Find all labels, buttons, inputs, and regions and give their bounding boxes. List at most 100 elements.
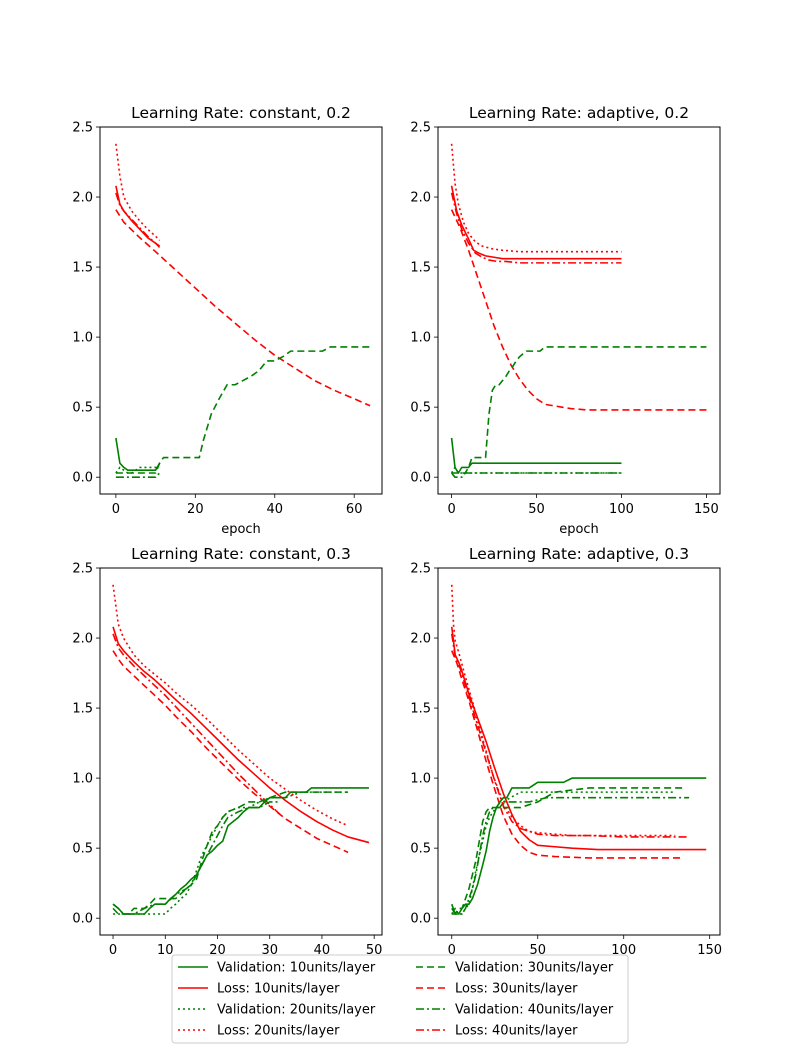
plot-frame: [99, 567, 383, 936]
x-tick-label: 100: [609, 502, 634, 517]
loss-line-40units: [450, 633, 690, 838]
x-tick-label: 50: [366, 943, 383, 958]
x-tick-label: 0: [447, 502, 455, 517]
x-tick-label: 0: [109, 943, 117, 958]
loss-line-10units: [112, 626, 370, 844]
loss-line-10units: [115, 185, 161, 249]
x-tick-label: 150: [697, 943, 722, 958]
y-tick-label: 1.0: [72, 772, 93, 787]
x-tick-label: 150: [694, 502, 719, 517]
series-group: [115, 143, 371, 478]
y-tick-label: 1.5: [410, 702, 431, 717]
y-tick-label: 2.5: [410, 562, 431, 577]
y-tick-label: 2.0: [410, 191, 431, 206]
y-tick-label: 1.5: [72, 702, 93, 717]
x-tick-label: 50: [528, 502, 545, 517]
plot-frame: [437, 567, 721, 936]
validation-line-10units: [115, 437, 161, 471]
validation-line-40units: [450, 472, 622, 478]
y-tick-label: 2.0: [410, 632, 431, 647]
chart-panel-4: Learning Rate: adaptive, 0.3 0.0 0.5 1.0 1.5…: [410, 545, 722, 958]
y-tick-label: 0.0: [410, 471, 431, 486]
loss-line-10units: [450, 626, 707, 851]
legend: Validation: 10units/layer Loss: 10units/l…: [171, 954, 629, 1044]
legend-label: Validation: 40units/layer: [455, 1003, 614, 1018]
y-tick-label: 2.5: [72, 562, 93, 577]
x-axis-label: epoch: [559, 522, 599, 537]
x-tick-label: 30: [261, 943, 278, 958]
y-tick-label: 1.5: [72, 261, 93, 276]
y-tick-label: 0.5: [72, 842, 93, 857]
x-tick-label: 10: [157, 943, 174, 958]
legend-box: [171, 954, 629, 1044]
chart-title: Learning Rate: adaptive, 0.2: [469, 104, 689, 122]
series-group: [450, 143, 710, 478]
loss-line-20units: [450, 584, 676, 837]
chart-title: Learning Rate: constant, 0.2: [131, 104, 351, 122]
y-tick-label: 0.5: [410, 401, 431, 416]
validation-line-10units: [451, 777, 707, 915]
loss-line-30units: [451, 650, 684, 859]
y-tick-label: 0.0: [72, 471, 93, 486]
y-tick-label: 2.0: [72, 191, 93, 206]
x-tick-label: 20: [187, 502, 204, 517]
validation-line-40units: [451, 796, 690, 915]
chart-panel-1: Learning Rate: constant, 0.2 0.0 0.5 1.0 1.5…: [72, 104, 383, 537]
series-group: [450, 584, 707, 915]
y-tick-label: 1.0: [72, 331, 93, 346]
legend-label: Loss: 30units/layer: [455, 982, 578, 997]
chart-title: Learning Rate: adaptive, 0.3: [469, 545, 689, 563]
x-tick-label: 40: [266, 502, 283, 517]
loss-line-40units: [450, 192, 622, 264]
legend-label: Validation: 20units/layer: [217, 1003, 376, 1018]
validation-line-30units: [115, 346, 371, 474]
y-tick-label: 0.5: [410, 842, 431, 857]
x-tick-label: 50: [529, 943, 546, 958]
legend-label: Loss: 40units/layer: [455, 1024, 578, 1039]
legend-label: Validation: 30units/layer: [455, 961, 614, 976]
loss-line-20units: [450, 143, 622, 253]
x-tick-label: 0: [112, 502, 120, 517]
validation-line-20units: [115, 466, 160, 474]
x-tick-label: 40: [314, 943, 331, 958]
y-tick-label: 1.0: [410, 331, 431, 346]
loss-line-10units: [450, 185, 622, 260]
plot-frame: [437, 126, 721, 495]
validation-line-30units: [451, 787, 684, 915]
y-tick-label: 1.5: [410, 261, 431, 276]
y-tick-label: 1.0: [410, 772, 431, 787]
plot-frame: [99, 126, 383, 495]
chart-title: Learning Rate: constant, 0.3: [131, 545, 351, 563]
validation-line-10units: [450, 437, 622, 474]
y-tick-label: 2.5: [72, 121, 93, 136]
validation-line-40units: [112, 801, 281, 915]
series-group: [112, 584, 370, 915]
chart-panel-2: Learning Rate: adaptive, 0.2 0.0 0.5 1.0 1.5…: [410, 104, 721, 537]
x-tick-label: 100: [611, 943, 636, 958]
loss-line-30units: [115, 209, 371, 407]
y-tick-label: 0.0: [72, 912, 93, 927]
loss-line-30units: [112, 650, 349, 854]
x-tick-label: 20: [209, 943, 226, 958]
loss-line-20units: [112, 584, 349, 827]
validation-line-30units: [112, 791, 349, 915]
x-axis-label: epoch: [221, 522, 261, 537]
loss-line-40units: [115, 192, 161, 247]
validation-line-40units: [115, 472, 161, 478]
loss-line-30units: [450, 209, 710, 411]
loss-line-40units: [112, 633, 281, 816]
x-tick-label: 60: [346, 502, 363, 517]
legend-label: Validation: 10units/layer: [217, 961, 376, 976]
validation-line-30units: [451, 346, 707, 474]
y-tick-label: 2.0: [72, 632, 93, 647]
loss-line-20units: [115, 143, 161, 242]
y-tick-label: 2.5: [410, 121, 431, 136]
validation-line-20units: [450, 466, 622, 474]
chart-panel-3: Learning Rate: constant, 0.3 0.0 0.5 1.0 1.5…: [72, 545, 383, 958]
y-tick-label: 0.5: [72, 401, 93, 416]
y-tick-label: 0.0: [410, 912, 431, 927]
legend-label: Loss: 10units/layer: [217, 982, 340, 997]
x-tick-label: 0: [448, 943, 456, 958]
legend-label: Loss: 20units/layer: [217, 1024, 340, 1039]
